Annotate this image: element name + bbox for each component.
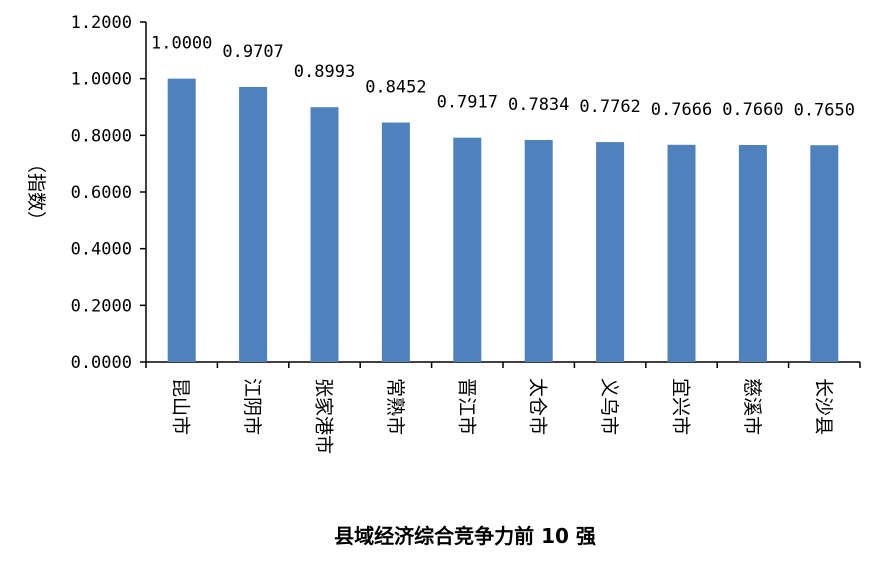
data-labels: 1.0000 0.9707 0.8993 0.8452 0.7917 0.7834 0.77…: [151, 34, 855, 121]
y-axis: 0.0000 0.2000 0.4000 0.6000 0.8000 1.0000 1.20…: [71, 13, 861, 373]
bar: [810, 145, 839, 362]
y-tick-label: 0.0000: [71, 353, 132, 373]
category-label: 昆山市: [170, 378, 192, 435]
bar: [167, 78, 196, 363]
category-label: 常熟市: [384, 378, 406, 435]
data-label: 0.9707: [222, 42, 283, 62]
bar: [310, 107, 339, 362]
category-label: 张家港市: [313, 378, 335, 454]
bar: [667, 144, 696, 362]
bar: [381, 122, 410, 362]
data-label: 0.7762: [579, 97, 640, 117]
data-label: 0.7834: [508, 95, 569, 115]
data-label: 1.0000: [151, 34, 212, 54]
data-label: 0.7917: [437, 93, 498, 113]
data-label: 0.8993: [294, 62, 355, 82]
bar: [239, 86, 268, 363]
bar: [596, 142, 625, 362]
y-tick-label: 0.4000: [71, 240, 132, 260]
category-label: 晋江市: [455, 378, 477, 435]
data-label: 0.8452: [365, 78, 426, 98]
bar: [453, 137, 482, 362]
bars: [167, 78, 839, 363]
y-axis-label: （指数）: [25, 154, 47, 230]
category-label: 宜兴市: [670, 378, 692, 435]
data-label: 0.7660: [722, 100, 783, 120]
category-label: 慈溪市: [741, 378, 763, 435]
category-label: 长沙县: [812, 378, 834, 435]
category-label: 太仓市: [527, 378, 549, 435]
y-tick-label: 1.2000: [71, 13, 132, 33]
bar: [738, 144, 767, 362]
category-label: 义乌市: [598, 378, 620, 435]
y-tick-label: 0.8000: [71, 126, 132, 146]
chart-title: 县域经济综合竞争力前 10 强: [334, 524, 596, 548]
x-axis-categories: 昆山市 江阴市 张家港市 常熟市 晋江市 太仓市 义乌市 宜兴市 慈溪市 长沙县: [170, 378, 835, 454]
data-label: 0.7666: [651, 100, 712, 120]
y-tick-label: 0.2000: [71, 296, 132, 316]
y-tick-label: 0.6000: [71, 183, 132, 203]
data-label: 0.7650: [794, 100, 855, 120]
y-tick-label: 1.0000: [71, 70, 132, 90]
bar: [524, 140, 553, 362]
category-label: 江阴市: [241, 378, 263, 435]
